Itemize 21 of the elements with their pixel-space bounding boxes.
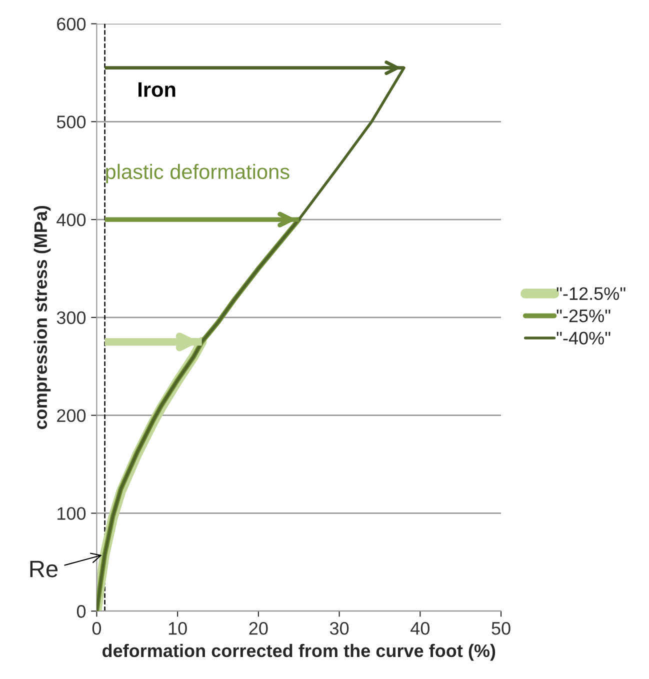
y-tick-label: 200	[57, 409, 86, 422]
legend-label: "-25%"	[556, 309, 610, 322]
y-tick-label: 500	[56, 116, 86, 128]
annotation: Re	[30, 560, 58, 578]
x-tick-label: 50	[492, 622, 510, 635]
x-tick-label: 30	[330, 622, 349, 635]
y-tick-label: 100	[58, 507, 86, 520]
y-tick-label: 300	[56, 311, 86, 324]
x-tick-label: 10	[168, 622, 187, 635]
y-tick-label: 400	[56, 213, 86, 226]
legend-label: "-12.5%"	[556, 287, 626, 300]
legend-label: "-40%"	[556, 332, 610, 345]
x-axis-title: deformation corrected from the curve foot (%)	[102, 644, 496, 661]
annotation: plastic deformations	[106, 164, 290, 184]
y-tick-label: 0	[76, 605, 86, 618]
x-tick-label: 0	[92, 622, 102, 635]
x-tick-label: 20	[249, 622, 268, 635]
annotation: Iron	[138, 82, 176, 97]
y-axis-title: compression stress (MPa)	[34, 206, 51, 430]
y-tick-label: 600	[57, 18, 86, 30]
x-tick-label: 40	[410, 622, 430, 635]
